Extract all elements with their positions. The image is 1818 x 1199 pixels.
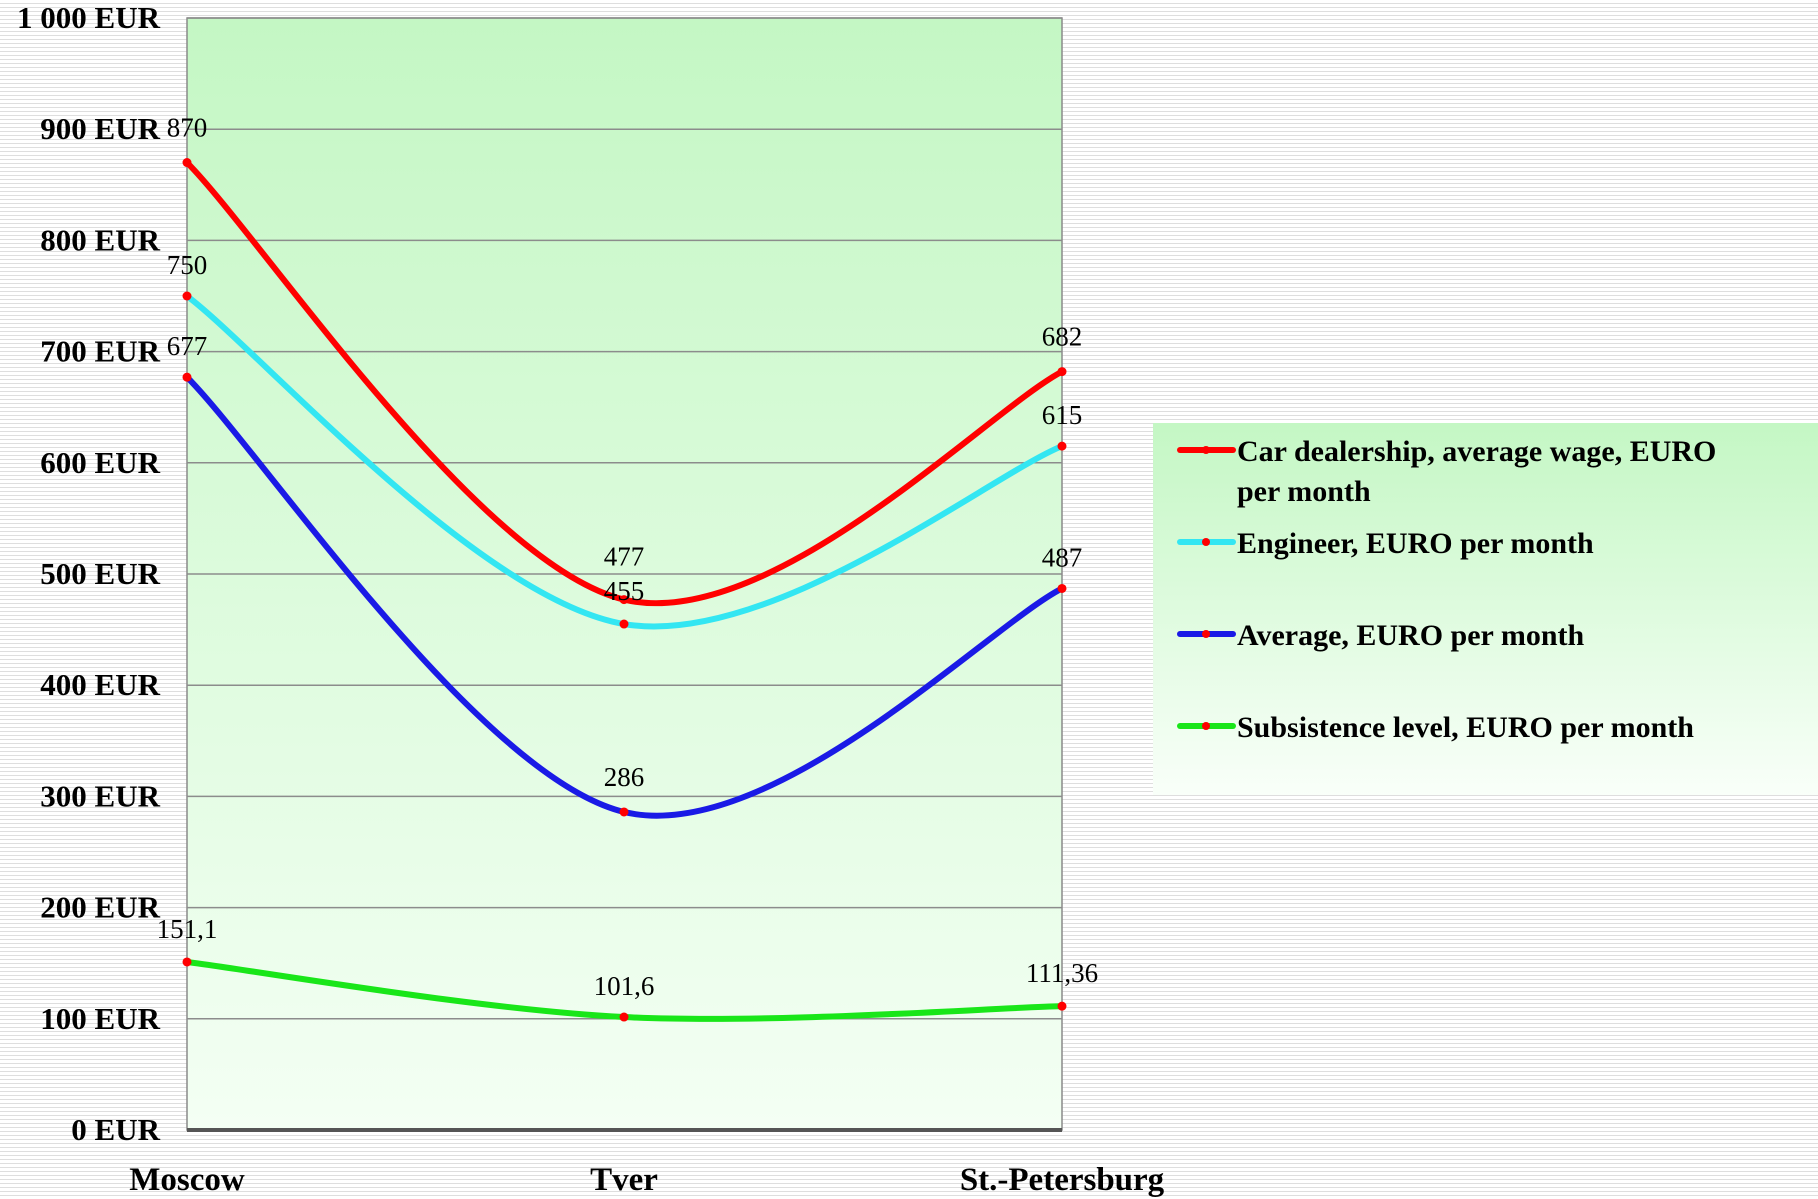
x-tick-label-st-petersburg: St.-Petersburg: [960, 1162, 1165, 1198]
legend-marker: [1202, 538, 1210, 546]
data-point: [1057, 367, 1067, 377]
legend-label-average-euro-per-month: Average, EURO per month: [1237, 619, 1584, 652]
y-tick-label: 1 000 EUR: [17, 0, 161, 35]
data-label: 615: [1042, 400, 1083, 430]
legend-box: [1153, 423, 1818, 795]
data-markers: [182, 158, 1067, 1022]
legend-marker: [1202, 722, 1210, 730]
data-label: 101,6: [594, 971, 655, 1001]
x-tick-label-moscow: Moscow: [129, 1162, 245, 1198]
data-label: 111,36: [1026, 958, 1098, 988]
y-tick-label: 900 EUR: [40, 111, 160, 146]
gridlines: [187, 17, 1062, 1020]
data-label: 682: [1042, 322, 1083, 352]
y-tick-label: 300 EUR: [40, 778, 160, 813]
data-label: 286: [604, 762, 645, 792]
data-point: [182, 158, 192, 168]
legend-marker: [1202, 446, 1210, 454]
y-tick-label: 700 EUR: [40, 334, 160, 369]
data-label: 455: [604, 576, 645, 606]
data-point: [619, 807, 629, 817]
data-point: [182, 291, 192, 301]
y-tick-label: 100 EUR: [40, 1001, 160, 1036]
data-point: [1057, 583, 1067, 593]
y-tick-label: 200 EUR: [40, 890, 160, 925]
y-tick-label: 0 EUR: [71, 1112, 160, 1147]
data-label: 477: [604, 542, 645, 572]
x-axis: Moscow Tver St.-Petersburg: [129, 1162, 1164, 1198]
data-point: [182, 957, 192, 967]
data-point: [619, 1012, 629, 1022]
y-tick-label: 400 EUR: [40, 667, 160, 702]
data-label: 677: [167, 331, 208, 361]
data-point: [619, 595, 629, 605]
data-label: 750: [167, 250, 208, 280]
data-point: [1057, 441, 1067, 451]
legend-label-car-dealership-average-wage-euro-per-month: Car dealership, average wage, EURO per mo…: [1237, 435, 1716, 508]
legend-label-subsistence-level-euro-per-month: Subsistence level, EURO per month: [1237, 711, 1694, 744]
y-axis: 0 EUR 100 EUR 200 EUR 300 EUR 400 EUR 500 EUR…: [17, 0, 161, 1147]
legend-marker: [1202, 630, 1210, 638]
data-point: [1057, 1001, 1067, 1011]
data-label: 870: [167, 113, 208, 143]
legend-label-engineer-euro-per-month: Engineer, EURO per month: [1237, 527, 1594, 560]
data-labels: 870 477 682 750 455 615 677 286 487 151,1 101,6 111…: [157, 113, 1099, 1001]
x-tick-label-tver: Tver: [590, 1162, 658, 1198]
data-point: [182, 372, 192, 382]
data-label: 487: [1042, 542, 1083, 572]
data-label: 151,1: [157, 914, 218, 944]
data-point: [619, 619, 629, 629]
y-tick-label: 800 EUR: [40, 222, 160, 257]
y-tick-label: 500 EUR: [40, 556, 160, 591]
y-tick-label: 600 EUR: [40, 445, 160, 480]
legend: Car dealership, average wage, EURO per mo…: [1153, 423, 1818, 795]
